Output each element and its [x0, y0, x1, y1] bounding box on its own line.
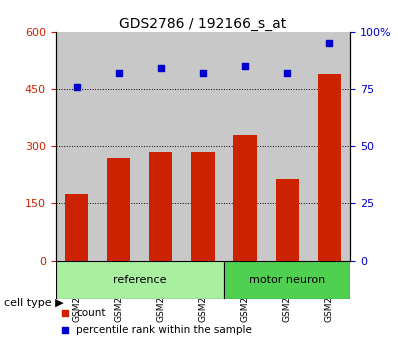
- Point: [326, 40, 332, 46]
- Bar: [266, 32, 308, 261]
- Point: [61, 310, 68, 315]
- Point: [284, 70, 290, 76]
- Bar: [308, 32, 350, 261]
- Bar: [65, 194, 88, 261]
- Bar: [98, 32, 140, 261]
- Text: count: count: [76, 308, 106, 318]
- Text: reference: reference: [113, 275, 167, 285]
- Bar: [191, 152, 215, 261]
- Point: [158, 65, 164, 71]
- Point: [116, 70, 122, 76]
- Bar: [107, 158, 131, 261]
- Point: [74, 84, 80, 90]
- Bar: [149, 152, 172, 261]
- Bar: [234, 135, 257, 261]
- Bar: [56, 32, 98, 261]
- Text: percentile rank within the sample: percentile rank within the sample: [76, 325, 252, 335]
- Bar: [318, 74, 341, 261]
- Bar: [182, 32, 224, 261]
- Bar: [56, 261, 224, 299]
- Bar: [140, 32, 182, 261]
- Bar: [224, 32, 266, 261]
- Bar: [224, 261, 350, 299]
- Text: motor neuron: motor neuron: [249, 275, 325, 285]
- Point: [200, 70, 206, 76]
- Title: GDS2786 / 192166_s_at: GDS2786 / 192166_s_at: [119, 17, 287, 31]
- Bar: [275, 179, 298, 261]
- Text: cell type ▶: cell type ▶: [4, 298, 64, 308]
- Point: [242, 63, 248, 69]
- Point: [61, 327, 68, 333]
